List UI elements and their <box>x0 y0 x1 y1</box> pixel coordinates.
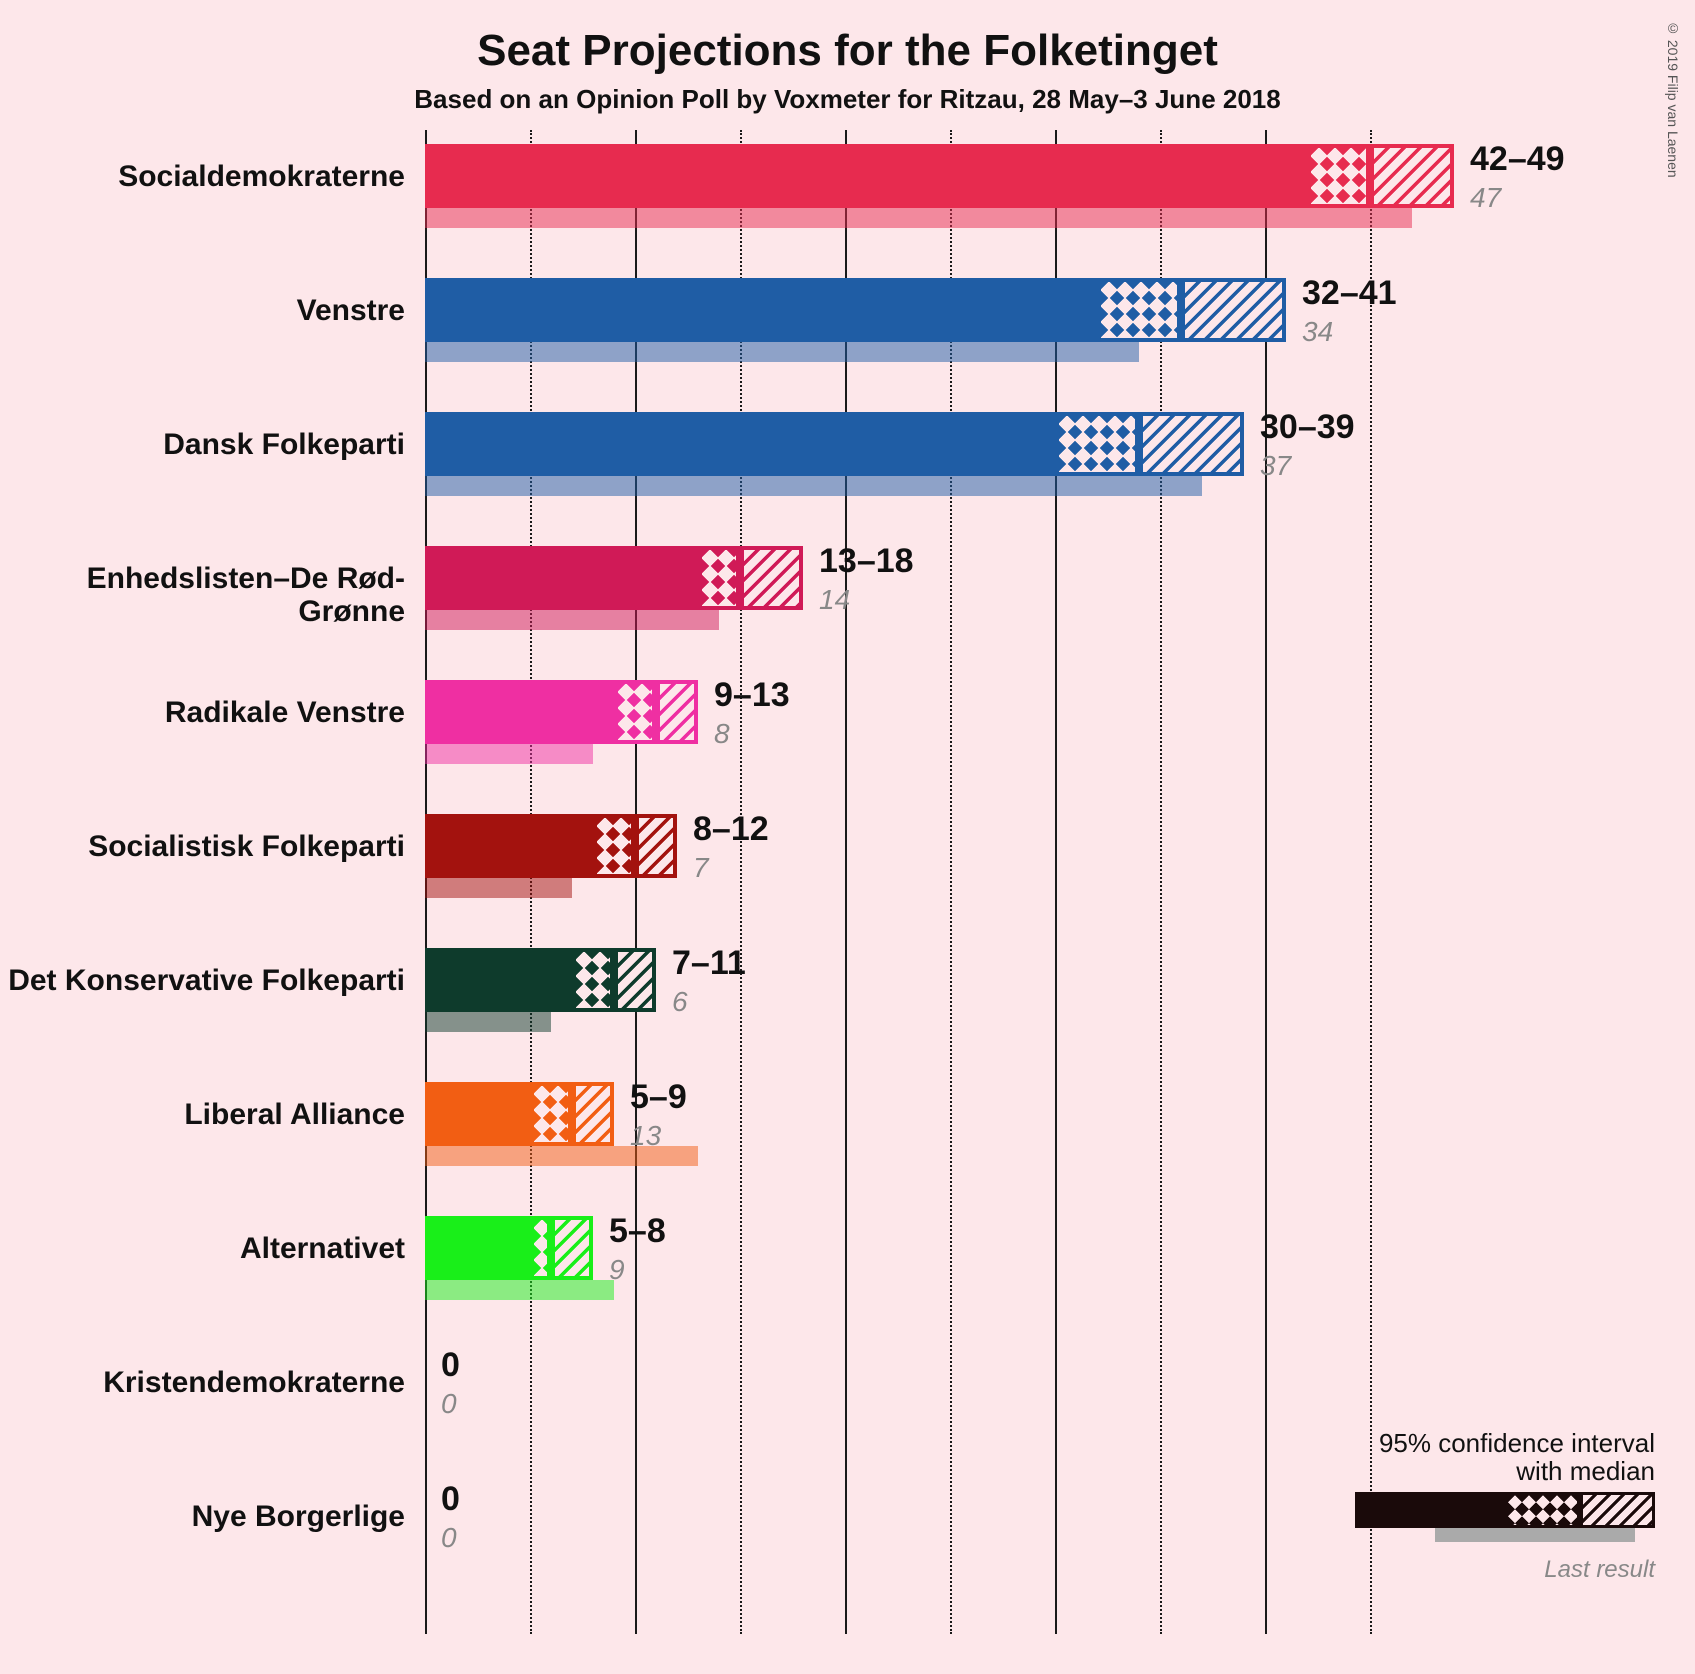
bar-crosshatch <box>1307 144 1370 208</box>
party-row: Enhedslisten–De Rød-Grønne 13–1814 <box>0 542 1695 676</box>
bar-solid <box>425 546 698 610</box>
value-last: 13 <box>630 1120 661 1152</box>
legend-ci-line1: 95% confidence interval <box>1379 1428 1655 1458</box>
bar-solid <box>425 948 572 1012</box>
bar-solid <box>425 814 593 878</box>
value-last: 6 <box>672 986 688 1018</box>
value-last: 9 <box>609 1254 625 1286</box>
party-name: Enhedslisten–De Rød-Grønne <box>0 562 405 628</box>
value-last: 47 <box>1470 182 1501 214</box>
party-name: Socialdemokraterne <box>0 160 405 193</box>
party-name: Alternativet <box>0 1232 405 1265</box>
bar-last-result <box>425 744 593 764</box>
bar-crosshatch <box>1055 412 1139 476</box>
bar-crosshatch <box>530 1082 572 1146</box>
bar-hatch <box>1139 412 1244 476</box>
party-name: Kristendemokraterne <box>0 1366 405 1399</box>
party-row: Venstre 32–4134 <box>0 274 1695 408</box>
legend-ci-label: 95% confidence interval with median <box>1275 1429 1655 1486</box>
party-name: Radikale Venstre <box>0 696 405 729</box>
bar-last-result <box>425 610 719 630</box>
legend: 95% confidence interval with median Last… <box>1275 1429 1655 1584</box>
bar-solid <box>425 680 614 744</box>
value-last: 7 <box>693 852 709 884</box>
value-range: 0 <box>441 1480 460 1519</box>
value-range: 8–12 <box>693 810 769 849</box>
party-row: Det Konservative Folkeparti 7–116 <box>0 944 1695 1078</box>
party-name: Venstre <box>0 294 405 327</box>
value-range: 7–11 <box>672 944 746 983</box>
bar-last-result <box>425 476 1202 496</box>
bar-solid <box>425 144 1307 208</box>
value-range: 5–8 <box>609 1212 666 1251</box>
bar-hatch <box>656 680 698 744</box>
party-row: Liberal Alliance 5–913 <box>0 1078 1695 1212</box>
bar-hatch <box>572 1082 614 1146</box>
value-range: 0 <box>441 1346 460 1385</box>
bar-last-result <box>425 878 572 898</box>
value-range: 42–49 <box>1470 140 1565 179</box>
value-range: 9–13 <box>714 676 790 715</box>
chart-subtitle: Based on an Opinion Poll by Voxmeter for… <box>0 84 1695 115</box>
legend-crosshatch-icon <box>1505 1492 1580 1528</box>
value-range: 5–9 <box>630 1078 687 1117</box>
bar-crosshatch <box>698 546 740 610</box>
bar-hatch <box>635 814 677 878</box>
value-last: 34 <box>1302 316 1333 348</box>
seat-projection-chart: Socialdemokraterne 42–4947 Venstre 32–4134 D… <box>0 130 1695 1634</box>
value-range: 30–39 <box>1260 408 1355 447</box>
bar-hatch <box>614 948 656 1012</box>
bar-crosshatch <box>1097 278 1181 342</box>
bar-hatch <box>1181 278 1286 342</box>
value-last: 8 <box>714 718 730 750</box>
value-range: 13–18 <box>819 542 914 581</box>
party-row: Alternativet 5–89 <box>0 1212 1695 1346</box>
bar-crosshatch <box>530 1216 551 1280</box>
party-name: Det Konservative Folkeparti <box>0 964 405 997</box>
party-name: Liberal Alliance <box>0 1098 405 1131</box>
bar-last-result <box>425 208 1412 228</box>
bar-solid <box>425 412 1055 476</box>
legend-bars <box>1355 1492 1655 1552</box>
chart-title: Seat Projections for the Folketinget <box>0 26 1695 76</box>
party-name: Socialistisk Folkeparti <box>0 830 405 863</box>
value-last: 37 <box>1260 450 1291 482</box>
legend-last-icon <box>1435 1528 1635 1542</box>
legend-ci-line2: with median <box>1516 1456 1655 1486</box>
legend-hatch-icon <box>1580 1492 1655 1528</box>
bar-last-result <box>425 1280 614 1300</box>
legend-last-label: Last result <box>1275 1556 1655 1584</box>
bar-hatch <box>551 1216 593 1280</box>
bar-crosshatch <box>572 948 614 1012</box>
bar-solid <box>425 1082 530 1146</box>
value-last: 14 <box>819 584 850 616</box>
bar-crosshatch <box>593 814 635 878</box>
bar-last-result <box>425 1012 551 1032</box>
value-last: 0 <box>441 1522 457 1554</box>
bar-solid <box>425 1216 530 1280</box>
bar-hatch <box>740 546 803 610</box>
bar-crosshatch <box>614 680 656 744</box>
party-name: Nye Borgerlige <box>0 1500 405 1533</box>
party-row: Socialistisk Folkeparti 8–127 <box>0 810 1695 944</box>
value-last: 0 <box>441 1388 457 1420</box>
party-row: Dansk Folkeparti 30–3937 <box>0 408 1695 542</box>
bar-hatch <box>1370 144 1454 208</box>
party-row: Radikale Venstre 9–138 <box>0 676 1695 810</box>
value-range: 32–41 <box>1302 274 1397 313</box>
legend-solid-icon <box>1355 1492 1505 1528</box>
bar-last-result <box>425 342 1139 362</box>
party-name: Dansk Folkeparti <box>0 428 405 461</box>
bar-solid <box>425 278 1097 342</box>
party-row: Socialdemokraterne 42–4947 <box>0 140 1695 274</box>
